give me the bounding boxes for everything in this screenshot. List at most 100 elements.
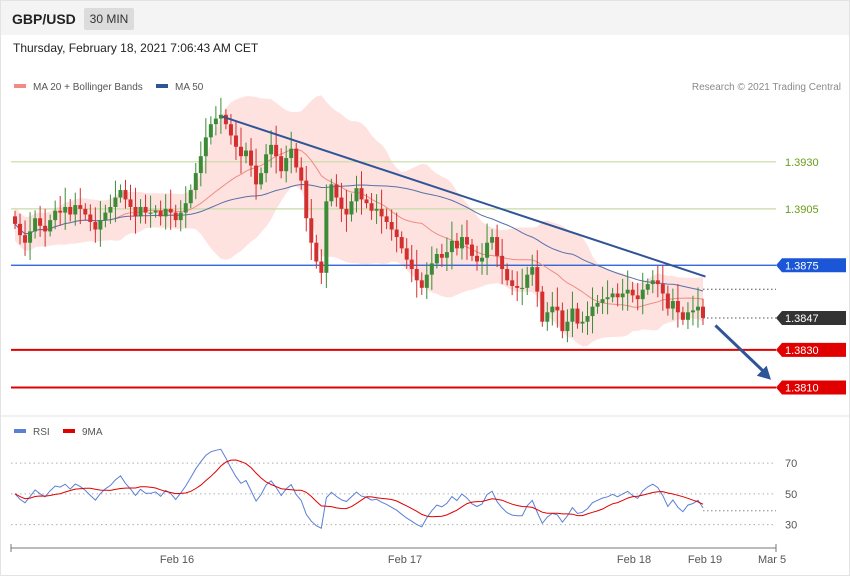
candle-body	[133, 206, 138, 217]
candle-body	[249, 150, 254, 166]
candle-body	[439, 253, 444, 258]
candle-41	[218, 97, 223, 134]
forecast-arrow-shaft	[714, 324, 767, 374]
timeframe-badge[interactable]: 30 MIN	[84, 8, 134, 30]
candle-body	[469, 244, 474, 256]
candle-body	[264, 154, 269, 174]
candle-body	[485, 242, 490, 258]
candle-30	[163, 194, 168, 230]
downtrend-line	[222, 115, 706, 278]
candle-body	[128, 199, 133, 207]
candle-16	[93, 207, 98, 243]
candle-51	[269, 130, 274, 168]
legend-label-ma20: MA 20 + Bollinger Bands	[33, 82, 143, 93]
candle-23	[128, 184, 133, 221]
candle-body	[58, 210, 63, 213]
candle-body	[525, 274, 530, 288]
candle-body	[690, 310, 695, 313]
candle-body	[404, 248, 409, 260]
candle-body	[490, 237, 495, 243]
candle-body	[414, 269, 419, 281]
candle-37	[198, 141, 203, 187]
candle-body	[143, 206, 148, 213]
candle-body	[294, 148, 299, 168]
candle-1	[18, 213, 23, 245]
candle-body	[510, 280, 515, 286]
candle-68	[354, 175, 359, 213]
legend-label-9ma: 9MA	[82, 427, 103, 438]
candle-body	[500, 255, 505, 270]
candle-body	[565, 321, 570, 332]
candle-body	[269, 144, 274, 155]
bollinger-band	[15, 95, 703, 347]
candle-body	[178, 212, 183, 221]
candle-69	[359, 171, 364, 215]
candle-body	[540, 291, 545, 322]
candle-body	[354, 188, 359, 202]
candle-body	[464, 237, 469, 245]
candle-body	[123, 190, 128, 200]
candle-body	[359, 188, 364, 200]
candle-body	[630, 289, 635, 296]
candle-body	[520, 287, 525, 290]
candle-body	[449, 240, 454, 253]
candle-body	[193, 173, 198, 191]
price-tag-1: 1.3847	[776, 310, 846, 325]
candle-0	[13, 210, 17, 229]
rsi-tick-70: 70	[785, 458, 797, 470]
candle-29	[158, 200, 163, 226]
candle-27	[148, 195, 153, 228]
candle-body	[103, 212, 108, 221]
candle-46	[244, 142, 249, 164]
candle-81	[419, 272, 424, 295]
candle-body	[610, 293, 615, 298]
candle-99	[510, 270, 515, 296]
candle-body	[615, 293, 620, 298]
candle-117	[600, 286, 605, 315]
candle-3	[28, 212, 33, 260]
candle-129	[660, 264, 665, 311]
candle-105	[540, 285, 545, 327]
candle-103	[530, 254, 535, 286]
candle-36	[193, 162, 198, 200]
candle-110	[565, 309, 570, 343]
candle-77	[399, 231, 404, 254]
rsi-tick-30: 30	[785, 520, 797, 532]
candle-body	[701, 306, 705, 318]
candle-body	[113, 197, 118, 207]
legend-swatch-rsi	[14, 429, 26, 433]
candle-67	[349, 193, 354, 222]
candle-44	[233, 120, 238, 160]
candle-body	[314, 242, 319, 262]
candle-20	[113, 180, 118, 223]
candle-body	[379, 208, 384, 217]
candle-body	[495, 237, 500, 256]
candle-body	[605, 297, 610, 300]
symbol-title: GBP/USD	[12, 11, 76, 27]
candle-body	[580, 321, 585, 324]
candle-86	[444, 237, 449, 271]
candle-58	[304, 165, 309, 232]
candle-body	[223, 114, 228, 125]
candle-body	[374, 208, 379, 211]
candle-102	[525, 266, 530, 295]
candle-80	[414, 249, 419, 298]
candle-26	[143, 194, 148, 224]
rsi-ma-line	[14, 459, 704, 518]
candle-body	[233, 135, 238, 147]
candle-body	[208, 124, 213, 138]
price-tag-label: 1.3810	[785, 383, 819, 395]
candle-body	[545, 312, 550, 322]
candle-65	[339, 182, 344, 223]
candle-body	[505, 269, 510, 281]
candle-body	[304, 180, 309, 219]
candle-body	[168, 208, 173, 213]
price-tag-shape	[776, 342, 846, 357]
candle-28	[153, 205, 158, 218]
candle-116	[595, 294, 600, 314]
candle-34	[183, 186, 188, 228]
price-tag-label: 1.3847	[785, 313, 819, 325]
candle-6	[43, 208, 48, 247]
candle-body	[480, 257, 485, 262]
